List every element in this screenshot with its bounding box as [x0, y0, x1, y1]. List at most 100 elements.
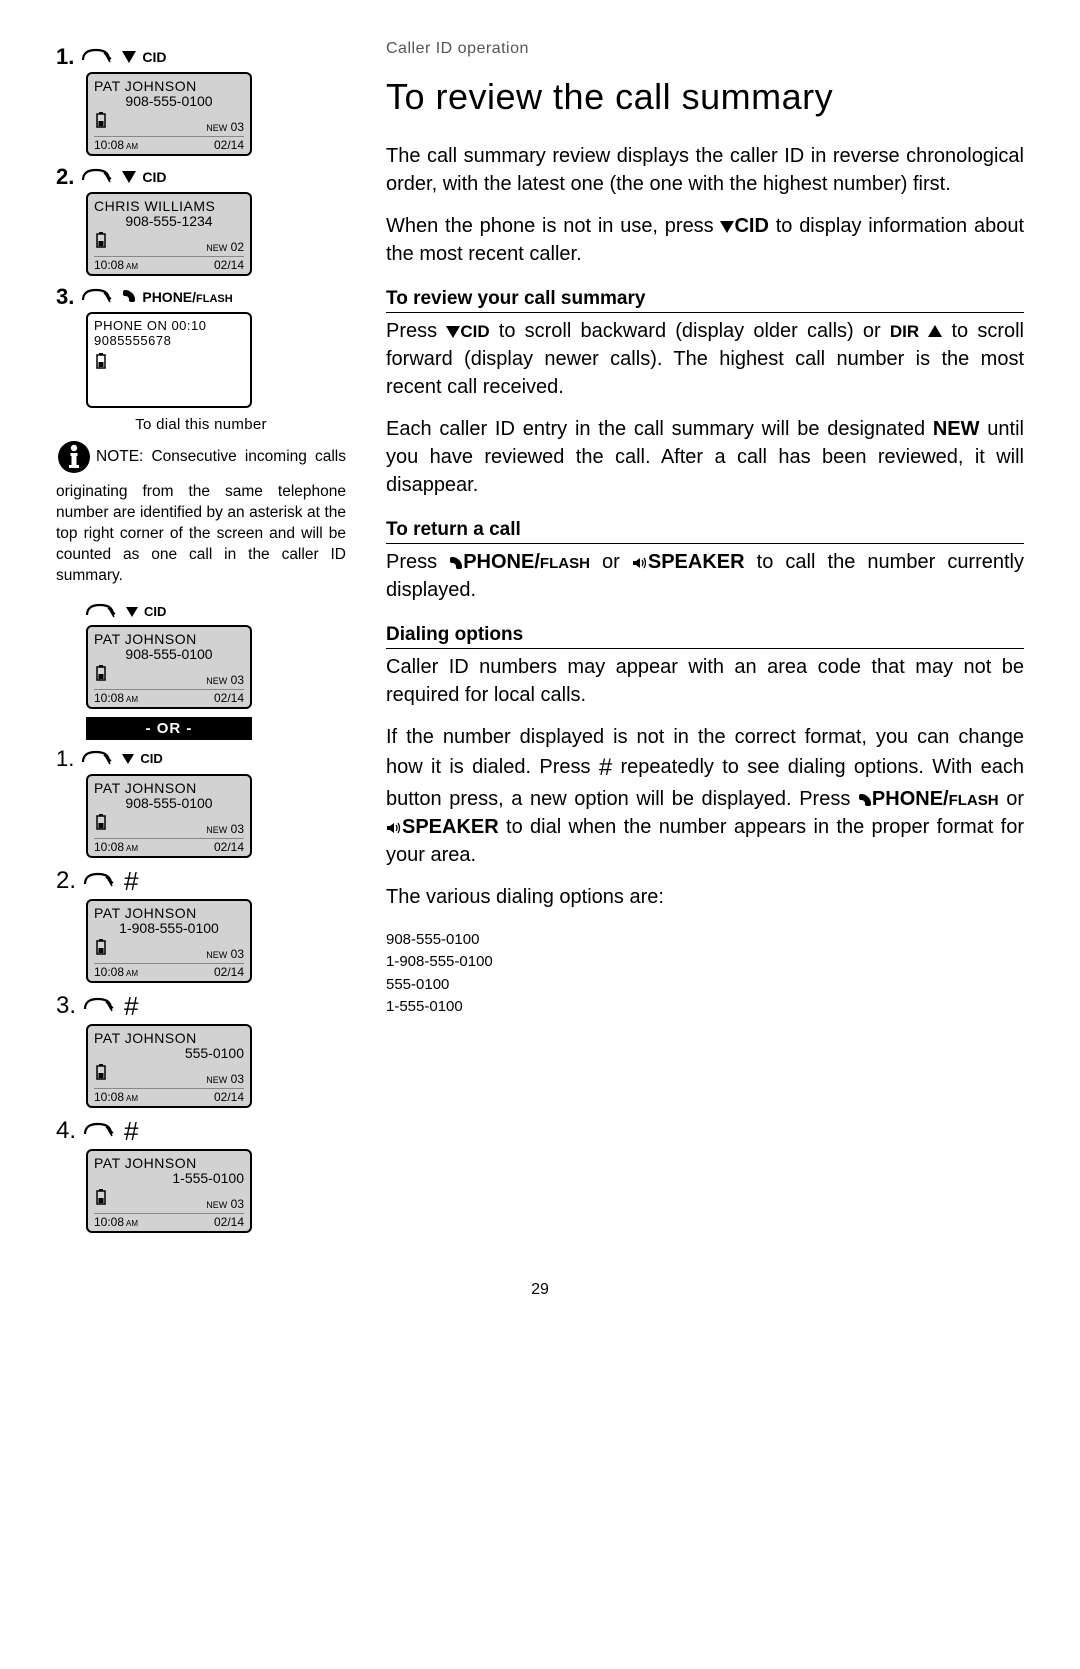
battery-icon: [94, 1188, 108, 1211]
lcd-number: 1-908-555-0100: [94, 920, 244, 936]
lcd-date: 02/14: [214, 691, 244, 705]
press-icon: [82, 1120, 116, 1142]
lcd-time: 10:08AM: [94, 1215, 138, 1229]
step-2-row: 2. CID: [56, 164, 346, 190]
lcd-date: 02/14: [214, 1215, 244, 1229]
battery-icon: [94, 1063, 108, 1086]
lcd-time: 10:08AM: [94, 258, 138, 272]
lcd-screen-d: PAT JOHNSON 908-555-0100 NEW 03 10:08AM …: [86, 625, 252, 709]
subhead-3: Dialing options: [386, 624, 1024, 649]
step-num: 3.: [56, 992, 76, 1020]
phone-flash-label: PHONE/FLASH: [142, 289, 232, 305]
new-tag: NEW 03: [206, 120, 244, 134]
dial-step-1: 1. CID: [56, 746, 346, 772]
lcd-screen-2: CHRIS WILLIAMS 908-555-1234 NEW 02 10:08…: [86, 192, 252, 276]
lcd-time: 10:08AM: [94, 840, 138, 854]
battery-icon: [94, 111, 108, 134]
para-2: When the phone is not in use, press CID …: [386, 212, 1024, 268]
triangle-down-icon: [122, 51, 136, 63]
new-tag: NEW 03: [206, 947, 244, 961]
step-num: 4.: [56, 1117, 76, 1145]
hash-icon: #: [124, 1116, 138, 1147]
triangle-down-icon: [122, 171, 136, 183]
lcd-time: 10:08AM: [94, 965, 138, 979]
new-tag: NEW 03: [206, 1072, 244, 1086]
press-icon: [80, 46, 114, 68]
lcd-number: 1-555-0100: [94, 1170, 244, 1186]
lcd-name: PAT JOHNSON: [94, 1030, 244, 1046]
speaker-icon: [632, 551, 648, 573]
triangle-down-icon: [446, 326, 460, 338]
note-label: NOTE:: [96, 448, 143, 465]
page-title: To review the call summary: [386, 76, 1024, 118]
triangle-down-icon: [126, 607, 138, 617]
lcd-number: 908-555-0100: [94, 93, 244, 109]
hash-icon: #: [124, 991, 138, 1022]
lcd-name: PAT JOHNSON: [94, 78, 244, 94]
dial-options-list: 908-555-0100 1-908-555-0100 555-0100 1-5…: [386, 929, 1024, 1019]
battery-icon: [94, 664, 108, 687]
speaker-icon: [386, 816, 402, 838]
step-num: 3.: [56, 284, 74, 310]
para-5: Press PHONE/FLASH or SPEAKER to call the…: [386, 548, 1024, 604]
para-8: The various dialing options are:: [386, 883, 1024, 911]
handset-icon: [122, 288, 136, 306]
breadcrumb: Caller ID operation: [386, 40, 1024, 58]
press-icon: [80, 166, 114, 188]
info-icon: [56, 439, 92, 482]
dial-caption: To dial this number: [56, 416, 346, 433]
new-tag: NEW 02: [206, 240, 244, 254]
new-tag: NEW 03: [206, 673, 244, 687]
page-number: 29: [0, 1281, 1080, 1299]
lcd-date: 02/14: [214, 840, 244, 854]
subhead-1: To review your call summary: [386, 288, 1024, 313]
new-tag: NEW 03: [206, 1197, 244, 1211]
lcd-screen-f: PAT JOHNSON 1-908-555-0100 NEW 03 10:08A…: [86, 899, 252, 983]
dial-option: 1-908-555-0100: [386, 951, 1024, 974]
lcd-date: 02/14: [214, 138, 244, 152]
dial-step-2: 2. #: [56, 866, 346, 897]
step-num: 1.: [56, 746, 74, 772]
para-4: Each caller ID entry in the call summary…: [386, 415, 1024, 499]
lcd-name: PAT JOHNSON: [94, 780, 244, 796]
dial-option: 908-555-0100: [386, 929, 1024, 952]
dial-option: 1-555-0100: [386, 996, 1024, 1019]
press-icon: [82, 870, 116, 892]
lcd-line2: 9085555678: [94, 333, 244, 348]
or-bar: - OR -: [86, 717, 252, 740]
lcd-number: 908-555-0100: [94, 795, 244, 811]
step-num: 2.: [56, 867, 76, 895]
lcd-line1: PHONE ON 00:10: [94, 318, 244, 333]
triangle-up-icon: [928, 325, 942, 337]
lcd-screen-e: PAT JOHNSON 908-555-0100 NEW 03 10:08AM …: [86, 774, 252, 858]
lcd-date: 02/14: [214, 965, 244, 979]
cid-label: CID: [142, 49, 166, 65]
battery-icon: [94, 352, 108, 375]
lcd-time: 10:08AM: [94, 138, 138, 152]
cid-label: CID: [142, 169, 166, 185]
lcd-name: PAT JOHNSON: [94, 1155, 244, 1171]
lcd-screen-g: PAT JOHNSON 555-0100 NEW 03 10:08AM 02/1…: [86, 1024, 252, 1108]
lcd-number: 908-555-0100: [94, 646, 244, 662]
battery-icon: [94, 231, 108, 254]
triangle-down-icon: [720, 221, 734, 233]
para-3: Press CID to scroll backward (display ol…: [386, 317, 1024, 401]
left-column: 1. CID PAT JOHNSON 908-555-0100 NEW 03 1…: [56, 40, 346, 1241]
lcd-time: 10:08AM: [94, 691, 138, 705]
handset-icon: [858, 788, 872, 810]
handset-icon: [449, 551, 463, 573]
para-7: If the number displayed is not in the co…: [386, 723, 1024, 869]
para-6: Caller ID numbers may appear with an are…: [386, 653, 1024, 709]
right-column: Caller ID operation To review the call s…: [386, 40, 1024, 1241]
new-tag: NEW 03: [206, 822, 244, 836]
seq2-header: CID: [84, 601, 346, 623]
press-icon: [80, 286, 114, 308]
cid-label: CID: [140, 751, 162, 766]
lcd-number: 555-0100: [94, 1045, 244, 1061]
note-text: Consecutive incoming calls originating f…: [56, 448, 346, 584]
dial-step-3: 3. #: [56, 991, 346, 1022]
lcd-number: 908-555-1234: [94, 213, 244, 229]
note-block: NOTE: Consecutive incoming calls origina…: [56, 439, 346, 587]
dial-step-4: 4. #: [56, 1116, 346, 1147]
page: 1. CID PAT JOHNSON 908-555-0100 NEW 03 1…: [0, 0, 1080, 1271]
